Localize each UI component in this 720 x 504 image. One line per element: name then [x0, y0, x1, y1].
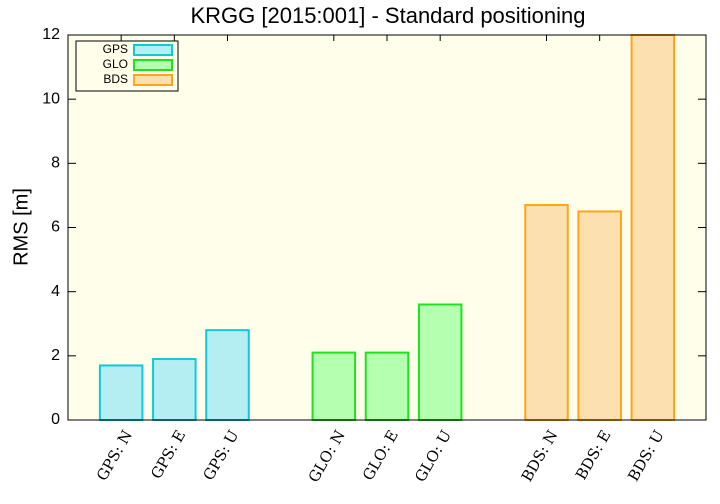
legend-swatch	[133, 74, 173, 86]
x-tick-label: GLO: E	[359, 427, 402, 484]
y-tick-label: 10	[42, 90, 60, 107]
x-tick-label: GLO: N	[305, 427, 349, 486]
bar	[417, 303, 463, 421]
legend-label: GPS	[103, 42, 128, 56]
bar	[364, 351, 410, 421]
legend-swatch	[133, 59, 173, 71]
bar	[205, 329, 250, 421]
legend-box	[75, 40, 179, 92]
y-tick-label: 0	[51, 411, 60, 428]
x-tick-label: BDS: N	[518, 427, 562, 485]
bar	[152, 358, 197, 421]
plot-frame	[67, 34, 707, 421]
x-tick-label: BDS: E	[572, 427, 615, 483]
x-tick-label: GLO: U	[411, 427, 455, 485]
legend-label: BDS	[103, 72, 128, 86]
x-tick-label: GPS: U	[199, 427, 242, 483]
bar	[630, 34, 676, 421]
x-tick-label: BDS: U	[624, 427, 667, 484]
y-tick-label: 2	[51, 347, 60, 364]
chart-title: KRGG [2015:001] - Standard positioning	[190, 3, 585, 28]
legend-label: GLO	[103, 57, 128, 71]
y-tick-label: 4	[51, 283, 60, 300]
bar	[311, 351, 357, 421]
x-tick-label: GPS: N	[93, 427, 136, 484]
legend-swatch	[133, 44, 173, 56]
y-tick-label: 12	[42, 26, 60, 43]
bar	[524, 204, 569, 421]
y-tick-label: 6	[51, 219, 60, 236]
x-tick-label: GPS: E	[147, 427, 189, 482]
y-tick-label: 8	[51, 155, 60, 172]
bar	[98, 364, 144, 422]
y-axis-label: RMS [m]	[10, 188, 32, 266]
bar	[577, 210, 622, 421]
